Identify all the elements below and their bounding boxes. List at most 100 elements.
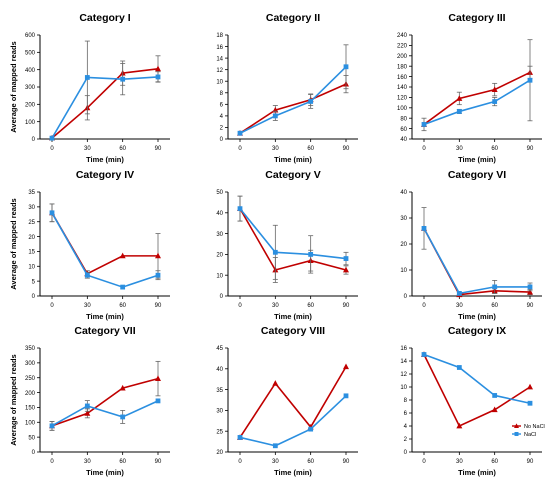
y-tick-label: 4 [220,114,224,120]
data-point-square [308,99,314,104]
series-line [51,68,159,139]
y-tick-label: 180 [397,64,408,70]
x-tick-label: 30 [456,459,463,465]
series-nacl [49,398,161,431]
y-tick-label: 140 [397,85,408,91]
series-no-nacl [237,363,349,440]
x-tick-label: 30 [272,146,279,152]
data-point-square [155,74,161,80]
y-tick-label: 300 [25,361,36,367]
x-tick-label: 30 [84,303,91,309]
data-point-square [421,226,427,231]
x-tick-label: 0 [50,459,54,465]
series-line [239,83,347,134]
data-point-triangle [155,65,161,72]
series-line [239,66,347,134]
data-point-square [272,249,278,255]
series-no-nacl [49,203,161,279]
chart-title: Category IV [76,169,134,181]
data-point-square [492,393,498,398]
x-tick-label: 90 [155,146,162,152]
chart-title: Category III [448,12,505,24]
x-tick-label: 60 [491,459,498,465]
x-tick-label: 60 [119,459,126,465]
y-tick-label: 20 [400,242,407,248]
y-tick-label: 40 [216,367,223,373]
series-no-nacl [49,360,161,431]
y-tick-label: 10 [400,268,407,274]
y-tick-label: 500 [25,51,36,57]
x-tick-label: 60 [307,146,314,152]
series-nacl [49,40,161,141]
data-point-square [527,284,533,290]
x-tick-label: 30 [272,303,279,309]
chart-title: Category I [79,12,130,24]
series-line [423,71,531,126]
data-point-square [120,414,126,420]
x-tick-label: 60 [491,303,498,309]
y-tick-label: 80 [400,116,407,122]
series-line [51,76,159,139]
y-tick-label: 0 [404,294,408,300]
data-point-square [308,426,314,432]
data-point-square [84,403,90,409]
y-tick-label: 35 [216,388,223,394]
y-tick-label: 100 [25,420,36,426]
series-line [423,354,531,428]
y-tick-label: 0 [404,450,408,456]
panel-5: Category V 0 10 20 30 40 50 0 30 60 90 Time (min) [216,169,358,321]
y-tick-label: 200 [397,54,408,60]
x-tick-label: 90 [155,303,162,309]
y-tick-label: 220 [397,44,408,50]
series-line [239,366,347,438]
data-point-square [272,113,278,119]
y-tick-label: 350 [25,346,36,352]
y-tick-label: 50 [28,435,35,441]
data-point-triangle [84,410,91,416]
y-tick-label: 15 [28,250,35,256]
x-tick-label: 60 [307,303,314,309]
data-point-triangle [343,266,349,273]
panel-8: Category VIII 20 25 30 35 40 45 0 30 60 90 Time (mi… [216,325,358,477]
x-tick-label: 90 [527,303,534,309]
y-tick-label: 240 [397,33,408,39]
data-point-triangle [155,375,161,382]
y-tick-label: 14 [400,359,407,365]
y-tick-label: 0 [220,137,224,143]
data-point-triangle [272,380,279,386]
series-line [51,212,159,288]
data-point-square [237,130,243,136]
x-tick-label: 0 [422,303,426,309]
data-point-square [49,135,55,141]
x-tick-label: 30 [272,459,279,465]
y-axis-label: Average of mapped reads [9,198,18,289]
data-point-triangle [119,252,126,259]
x-tick-label: 0 [238,459,242,465]
x-axis-label: Time (min) [458,155,496,164]
data-point-triangle [155,252,161,259]
series-line [423,353,531,405]
x-axis-label: Time (min) [274,312,312,321]
panel-7: Category VII 0 50 100 150 200 250 300 350 0 30 60 90… [9,325,170,477]
x-tick-label: 30 [456,146,463,152]
data-point-square [272,443,278,449]
y-tick-label: 16 [400,346,407,352]
y-tick-label: 30 [216,232,223,238]
y-tick-label: 50 [216,190,223,196]
panel-3: Category III 40 60 80 100 120 140 160 180 200 220 2… [397,12,542,164]
data-point-square [155,398,161,404]
chart-title: Category VI [448,169,506,181]
data-point-square [120,284,126,290]
x-tick-label: 90 [343,459,350,465]
y-tick-label: 5 [32,279,36,285]
y-tick-label: 16 [216,45,223,51]
x-tick-label: 90 [343,146,350,152]
y-tick-label: 40 [400,137,407,143]
series-line [239,395,347,447]
y-tick-label: 0 [32,137,36,143]
data-point-square [343,256,349,261]
y-tick-label: 60 [400,127,407,133]
y-tick-label: 30 [216,409,223,415]
y-tick-label: 6 [404,411,408,417]
